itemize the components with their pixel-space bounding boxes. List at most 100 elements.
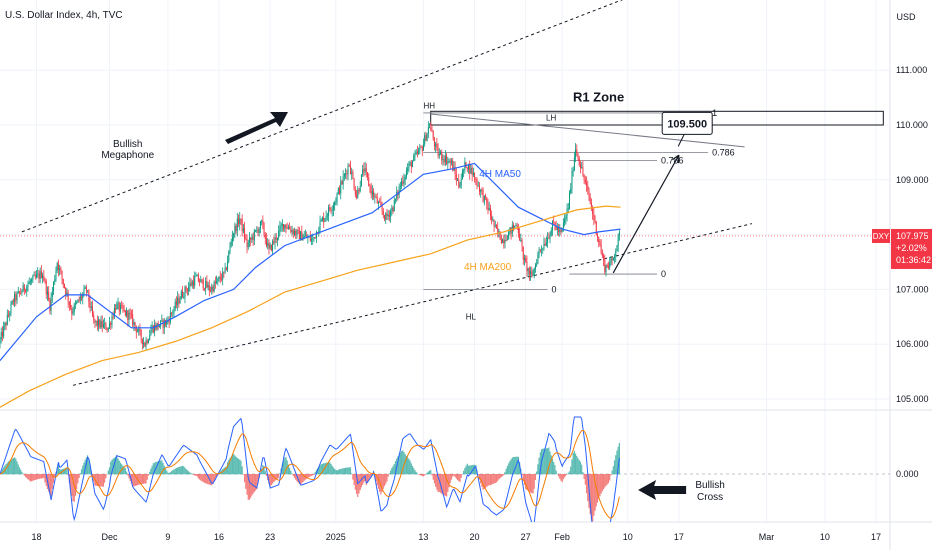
- candle-body: [298, 230, 300, 239]
- candle-body: [74, 303, 76, 305]
- candle-body: [118, 302, 120, 312]
- candle-body: [236, 218, 238, 232]
- oscillator-histogram-bar: [205, 474, 207, 484]
- candle-body: [478, 185, 480, 192]
- candle-body: [63, 284, 65, 288]
- candle-body: [356, 194, 358, 198]
- oscillator-histogram-bar: [446, 474, 448, 497]
- oscillator-histogram-bar: [377, 474, 380, 489]
- candle-body: [164, 320, 166, 325]
- oscillator-histogram-bar: [420, 474, 422, 476]
- candle-body: [324, 218, 326, 222]
- oscillator-histogram-bar: [79, 473, 81, 475]
- y-tick-label: 107.000: [896, 284, 929, 294]
- candle-body: [143, 342, 145, 345]
- oscillator-histogram-bar: [235, 456, 237, 475]
- megaphone-arrow: [225, 112, 288, 144]
- candle-body: [116, 304, 118, 310]
- candle-body: [239, 218, 241, 225]
- candle-body: [470, 167, 472, 174]
- oscillator-histogram-bar: [170, 471, 173, 475]
- oscillator-histogram-bar: [385, 474, 387, 484]
- candle-body: [492, 219, 494, 221]
- oscillator-histogram-bar: [376, 474, 378, 486]
- candle-body: [523, 258, 525, 260]
- oscillator-histogram-bar: [141, 474, 143, 484]
- candle-body: [241, 218, 243, 232]
- candle-body: [449, 160, 451, 163]
- oscillator-histogram-bar: [523, 474, 526, 485]
- candle-body: [121, 305, 123, 307]
- candle-body: [586, 182, 588, 186]
- candle-body: [477, 185, 479, 187]
- indicator-4h-ma200: [0, 205, 621, 408]
- candle-body: [268, 242, 270, 249]
- oscillator-histogram-bar: [399, 452, 401, 475]
- oscillator-histogram-bar: [117, 458, 119, 475]
- candle-body: [401, 181, 403, 187]
- candle-body: [461, 170, 463, 180]
- oscillator-histogram-bar: [16, 461, 18, 475]
- candle-body: [359, 186, 361, 192]
- candle-body: [323, 217, 325, 222]
- candle-body: [100, 320, 102, 328]
- candle-body: [605, 264, 607, 273]
- candle-body: [543, 243, 545, 249]
- candle-body: [137, 331, 139, 333]
- oscillator-histogram-bar: [241, 466, 243, 475]
- oscillator-histogram-bar: [506, 465, 509, 475]
- candle-body: [551, 221, 553, 231]
- x-tick-label: 10: [623, 532, 633, 542]
- candle-body: [482, 190, 484, 202]
- candle-body: [82, 293, 84, 299]
- candle-body: [168, 320, 170, 323]
- oscillator-histogram-bar: [533, 474, 535, 489]
- candle-body: [139, 328, 141, 331]
- oscillator-histogram-bar: [302, 474, 304, 483]
- oscillator-histogram-bar: [26, 474, 28, 479]
- candle-body: [145, 340, 147, 347]
- oscillator-histogram-bar: [118, 460, 120, 475]
- candle-body: [247, 242, 249, 248]
- oscillator-histogram-bar: [162, 462, 164, 475]
- candle-body: [111, 316, 113, 325]
- oscillator-histogram-bar: [526, 474, 528, 490]
- oscillator-histogram-bar: [548, 447, 550, 475]
- oscillator-histogram-bar: [551, 458, 554, 475]
- candle-body: [272, 241, 274, 251]
- candle-body: [587, 185, 589, 190]
- oscillator-histogram-bar: [593, 474, 595, 516]
- candle-body: [370, 186, 372, 195]
- oscillator-histogram-bar: [180, 466, 182, 475]
- candle-body: [441, 152, 443, 160]
- candle-body: [617, 235, 619, 246]
- candle-body: [1, 332, 3, 337]
- oscillator-histogram-bar: [151, 465, 153, 475]
- candle-body: [618, 232, 620, 236]
- oscillator-histogram-bar: [48, 474, 50, 492]
- oscillator-histogram-bar: [113, 457, 115, 475]
- candle-body: [603, 255, 605, 260]
- oscillator-histogram-bar: [144, 474, 146, 484]
- candle-body: [381, 206, 383, 212]
- bar-countdown: 01:36:42: [896, 255, 931, 265]
- candle-body: [362, 169, 364, 175]
- candle-body: [76, 302, 78, 304]
- candle-body: [11, 300, 13, 305]
- oscillator-histogram-bar: [397, 456, 399, 475]
- oscillator-histogram-bar: [576, 456, 578, 475]
- oscillator-histogram-bar: [91, 474, 94, 477]
- oscillator-histogram-bar: [383, 474, 386, 487]
- candle-body: [571, 171, 573, 189]
- oscillator-histogram-bar: [263, 466, 265, 475]
- candle-body: [87, 290, 89, 292]
- oscillator-histogram-bar: [9, 460, 11, 475]
- oscillator-histogram-bar: [505, 468, 507, 475]
- candle-body: [54, 279, 56, 283]
- time-axis[interactable]: 18 Dec 9 16 23 2025 13 20 27 Feb 10 17 Mar 10 17: [31, 532, 881, 542]
- oscillator-histogram-bar: [206, 474, 208, 484]
- oscillator-histogram-bar: [124, 468, 126, 475]
- oscillator-histogram-bar: [104, 474, 106, 483]
- candle-body: [537, 254, 539, 264]
- candle-body: [599, 242, 601, 246]
